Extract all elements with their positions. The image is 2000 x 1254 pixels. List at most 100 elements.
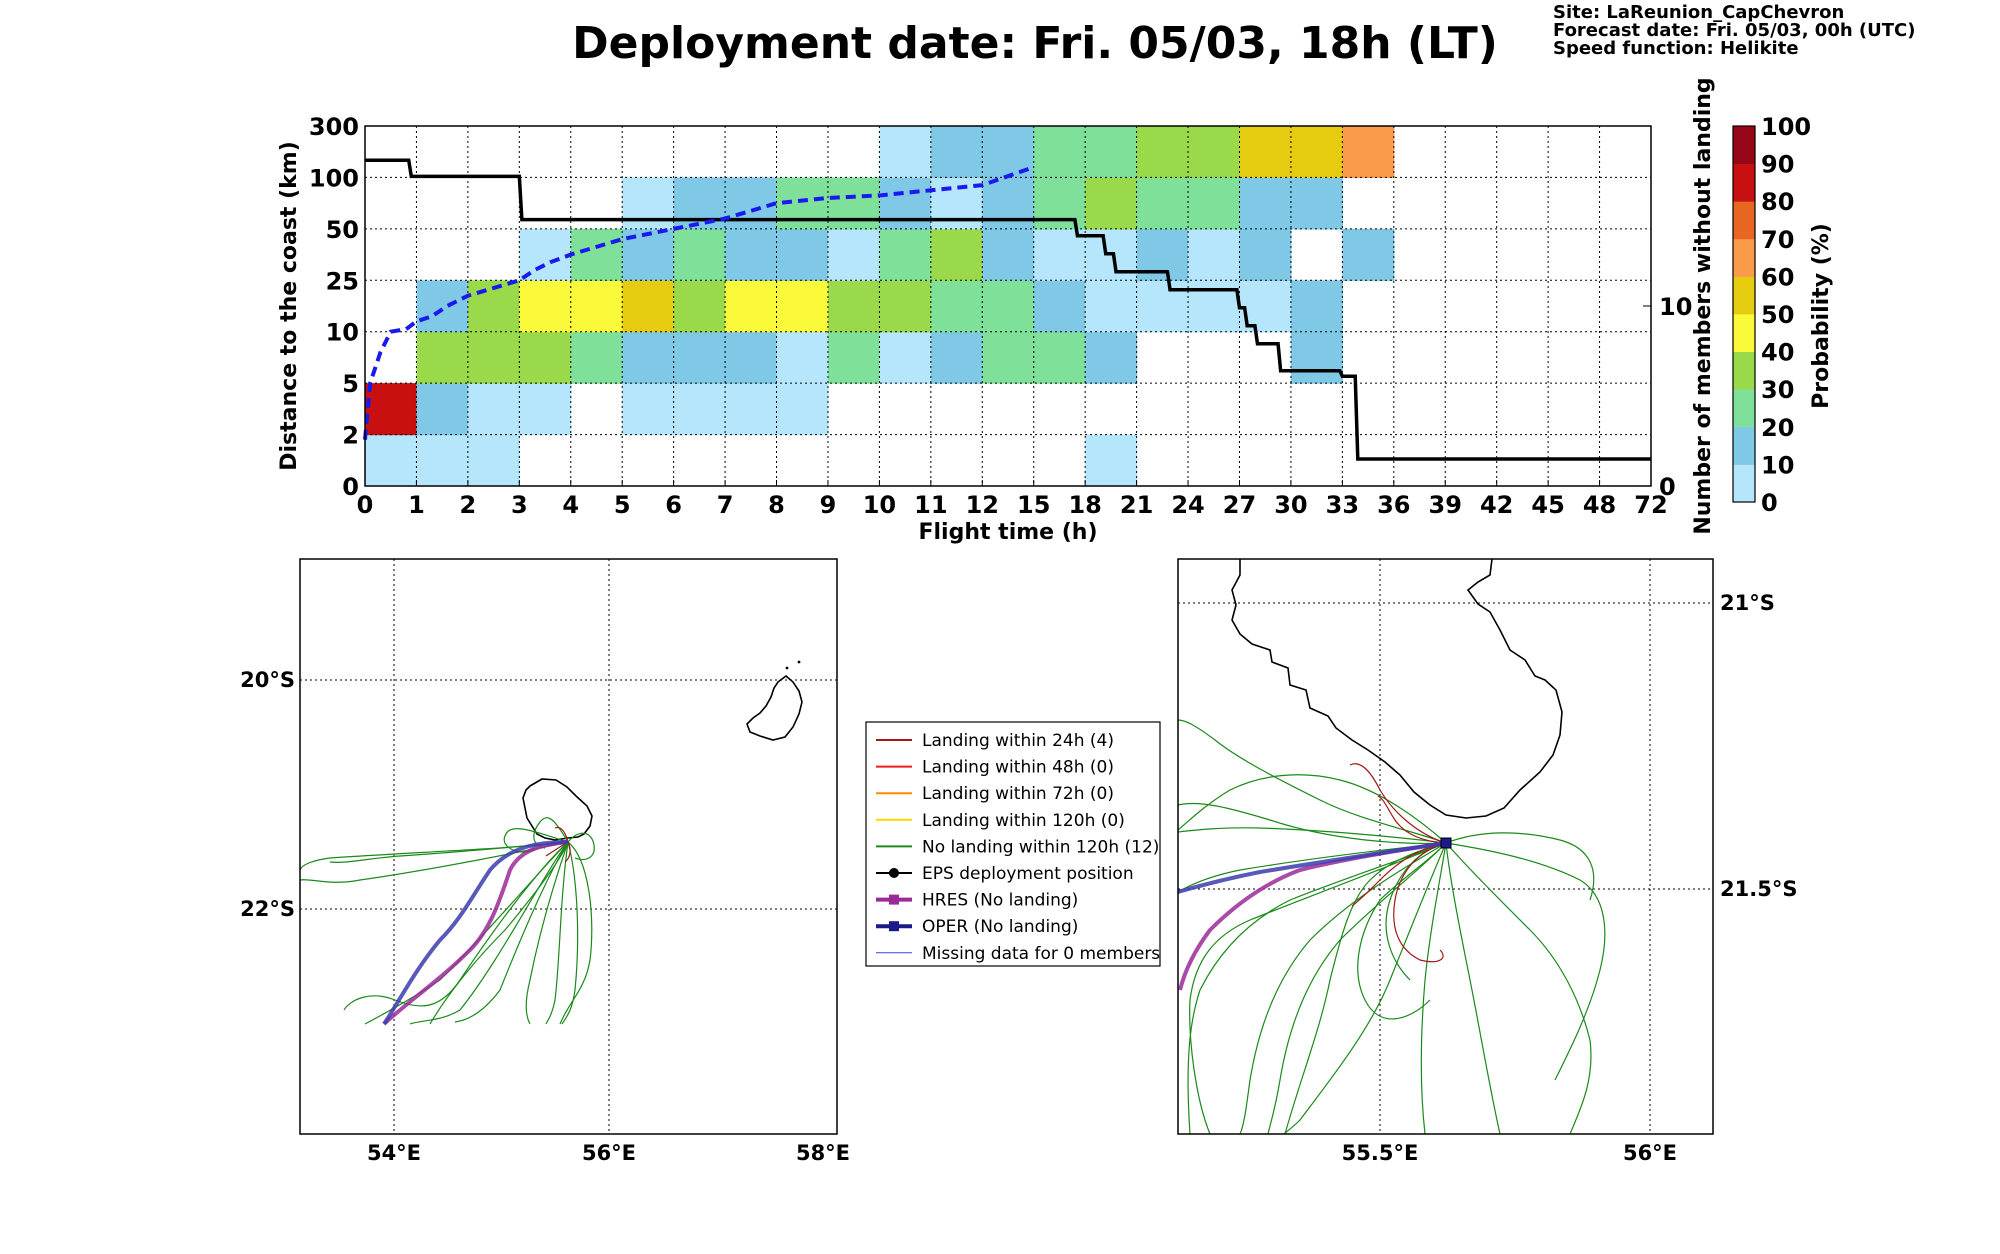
map-local-ytick: 21°S (1720, 591, 1775, 615)
colorbar-tick-label: 30 (1761, 376, 1794, 404)
heatmap-cell (930, 126, 983, 179)
x-tick-label: 42 (1480, 491, 1513, 519)
heatmap-cell (416, 331, 469, 384)
x-tick-label: 4 (562, 491, 579, 519)
colorbar-band (1733, 426, 1755, 465)
heatmap-cell (725, 331, 778, 384)
heatmap-cell (1085, 177, 1138, 230)
colorbar-tick-label: 80 (1761, 188, 1794, 216)
map-local-xtick: 55.5°E (1342, 1141, 1419, 1165)
y-tick-label: 100 (309, 164, 359, 192)
heatmap-cell (1033, 126, 1086, 179)
heatmap-cell (1188, 228, 1241, 281)
map-regional-xtick: 54°E (367, 1141, 421, 1165)
colorbar-tick-label: 40 (1761, 339, 1794, 367)
y2-tick-label: 10 (1659, 293, 1692, 321)
colorbar-tick-label: 100 (1761, 113, 1811, 141)
heatmap-cell (365, 383, 418, 436)
map-regional-ytick: 22°S (240, 897, 295, 921)
distance-dashed-line (363, 165, 1035, 440)
heatmap-cell (982, 331, 1035, 384)
colorbar-tick-label: 70 (1761, 226, 1794, 254)
heatmap-cell (827, 228, 880, 281)
x-tick-label: 39 (1429, 491, 1462, 519)
heatmap-cell (673, 177, 726, 230)
colorbar-tick-label: 60 (1761, 263, 1794, 291)
y2-axis-label: Number of members without landing (1691, 77, 1716, 534)
heatmap-cell (1033, 280, 1086, 333)
legend-box (865, 721, 1161, 967)
y-tick-label: 10 (326, 319, 359, 347)
colorbar-tick-label: 10 (1761, 451, 1794, 479)
y-tick-label: 2 (342, 422, 359, 450)
x-tick-label: 8 (768, 491, 785, 519)
colorbar-band (1733, 163, 1755, 202)
legend-label: HRES (No landing) (922, 891, 1078, 911)
legend-label: OPER (No landing) (922, 917, 1078, 937)
heatmap-cell (725, 280, 778, 333)
colorbar-band (1733, 276, 1755, 315)
landing-tracks-detail (1349, 763, 1447, 963)
map-local-ytick: 21.5°S (1720, 877, 1797, 901)
heatmap-cell (1290, 177, 1343, 230)
heatmap-cell (879, 228, 932, 281)
heatmap-cell (1239, 126, 1292, 179)
colorbar-band (1733, 126, 1755, 164)
heatmap-cell (1188, 126, 1241, 179)
y-axis-label: Distance to the coast (km) (277, 141, 302, 471)
heatmap-cell (1085, 280, 1138, 333)
legend-label: Landing within 24h (4) (922, 731, 1114, 751)
legend-item: HRES (No landing) (876, 891, 1078, 911)
figure-title: Deployment date: Fri. 05/03, 18h (LT) (572, 18, 1498, 69)
x-tick-label: 24 (1171, 491, 1204, 519)
legend-item: Landing within 120h (0) (876, 811, 1125, 831)
colorbar-tick-label: 0 (1761, 489, 1778, 517)
map-local (1177, 558, 1714, 1135)
map-regional-xtick: 58°E (796, 1141, 850, 1165)
colorbar-band (1733, 314, 1755, 352)
heatmap-cell (776, 331, 829, 384)
colorbar-label: Probability (%) (1809, 223, 1834, 409)
deployment-marker (1440, 837, 1452, 849)
heatmap-cell (622, 331, 675, 384)
x-tick-label: 11 (914, 491, 947, 519)
x-tick-label: 45 (1531, 491, 1564, 519)
x-tick-labels: 0 1 2 3 4 5 6 7 8 9 10 11 12 15 18 21 24 27 30 33 36 39 42 45 48… (357, 480, 1668, 519)
heatmap-cell (673, 228, 726, 281)
y-tick-label: 300 (309, 113, 359, 141)
site-label: Site: LaReunion_CapChevron (1553, 2, 1844, 23)
heatmap-cell (570, 280, 623, 333)
legend-label: Landing within 72h (0) (922, 784, 1114, 804)
legend-label: Landing within 120h (0) (922, 811, 1125, 831)
oper-track (382, 840, 569, 1026)
heatmap-cell (673, 280, 726, 333)
x-tick-label: 18 (1068, 491, 1101, 519)
x-tick-label: 5 (614, 491, 631, 519)
heatmap-cell (416, 434, 469, 487)
x-tick-label: 30 (1274, 491, 1307, 519)
heatmap-cell (930, 331, 983, 384)
colorbar-tick-label: 90 (1761, 151, 1794, 179)
heatmap-cell (416, 280, 469, 333)
legend-item: Landing within 72h (0) (876, 784, 1114, 804)
map-regional (299, 558, 838, 1135)
mauritius-coastline (746, 674, 803, 741)
heatmap-cell (879, 177, 932, 230)
map-local-frame (1177, 558, 1714, 1135)
legend-item: Missing data for 0 members (876, 944, 1160, 964)
hres-track (382, 840, 569, 1026)
heatmap-cell (827, 280, 880, 333)
heatmap-cell (1290, 280, 1343, 333)
heatmap-cell (1136, 177, 1189, 230)
map-regional-ytick: 20°S (240, 668, 295, 692)
map-regional-xtick: 56°E (582, 1141, 636, 1165)
members-without-landing-line (365, 158, 1651, 461)
heatmap-cell (879, 126, 932, 179)
x-tick-label: 6 (665, 491, 682, 519)
colorbar-band (1733, 201, 1755, 240)
colorbar-frame (1732, 125, 1756, 503)
heatmap-cell (827, 331, 880, 384)
legend-label: Missing data for 0 members (922, 944, 1160, 964)
legend-label: EPS deployment position (922, 864, 1134, 884)
